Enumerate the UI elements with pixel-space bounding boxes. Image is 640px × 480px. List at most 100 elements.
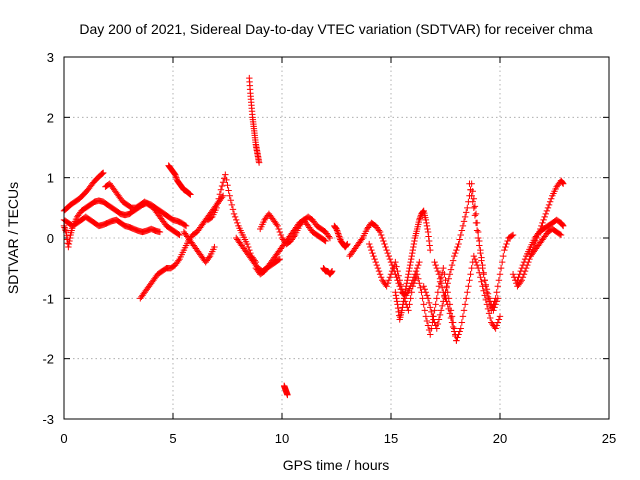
data-point [459,222,467,230]
data-point [468,192,475,199]
data-point [421,286,428,293]
data-point [369,249,376,257]
data-point [416,216,423,224]
data-point [66,234,74,242]
data-point [408,252,415,260]
data-point [233,216,240,224]
data-point [457,231,464,239]
data-point [546,198,554,205]
data-point [222,171,229,178]
x-tick-label: 5 [169,431,176,446]
data-point [277,231,285,239]
data-point [401,292,408,299]
data-point [326,234,334,242]
data-point [328,267,336,275]
data-point [488,307,495,314]
data-point [514,277,521,284]
data-point [460,307,468,314]
series-arc-d [102,180,183,239]
data-point [500,252,507,260]
data-point [226,192,233,199]
data-point [475,234,482,242]
data-point [406,301,413,308]
y-axis-label: SDTVAR / TECUs [5,182,21,294]
x-axis-label: GPS time / hours [283,457,390,473]
data-point [423,219,430,227]
data-point [406,261,414,269]
data-point [430,316,437,323]
data-point [432,261,439,269]
data-point [343,242,350,249]
data-point [427,331,434,338]
data-point [437,307,445,314]
data-point [476,242,483,249]
data-point [508,232,516,239]
data-point [435,271,443,278]
data-point [476,269,483,276]
x-tick-label: 25 [602,431,616,446]
data-point [172,172,179,180]
y-tick-label: 0 [47,231,54,246]
data-point [371,255,378,263]
data-point [395,272,402,279]
data-point [400,295,408,302]
data-point [423,222,431,230]
series-arc-t [431,252,504,344]
data-point [541,213,548,221]
data-point [367,243,374,251]
data-point [344,240,351,248]
data-point [480,287,487,294]
data-point [434,320,442,328]
data-point [372,258,379,266]
data-point [377,274,385,281]
data-point [435,316,443,323]
data-point [440,264,447,272]
data-point [484,293,492,301]
data-point [416,215,424,222]
data-point [415,261,422,269]
data-point [437,280,445,287]
data-point [482,283,490,290]
data-point [434,289,442,296]
data-point [517,267,524,275]
data-point [436,311,444,319]
series-arc-f [165,162,194,198]
data-point [334,228,341,236]
data-point [471,255,479,263]
data-point [417,284,424,291]
data-point [431,307,438,314]
data-point [485,298,493,305]
data-point [426,242,433,249]
data-point [478,257,485,264]
data-point [422,313,430,320]
data-point [495,316,503,323]
data-point [447,266,455,273]
series-arc-m [280,382,291,399]
data-point [496,271,504,278]
data-point [439,284,446,291]
data-point [368,246,375,254]
data-point [467,186,474,193]
x-tick-label: 10 [275,431,289,446]
data-point [413,271,421,278]
data-point [173,174,180,181]
data-point [425,237,433,245]
y-tick-label: 1 [47,171,54,186]
data-point [449,323,457,331]
data-point [452,249,459,257]
data-point [405,307,412,314]
data-point [419,295,426,302]
data-point [458,319,466,326]
data-point [461,301,469,308]
data-point [383,246,390,254]
data-point [448,261,456,269]
data-point [63,232,70,239]
data-point [227,197,234,204]
data-point [411,277,419,284]
data-point [274,222,281,230]
data-point [491,298,498,305]
data-point [273,221,280,228]
plot-frame [63,56,610,420]
data-point [494,319,502,326]
